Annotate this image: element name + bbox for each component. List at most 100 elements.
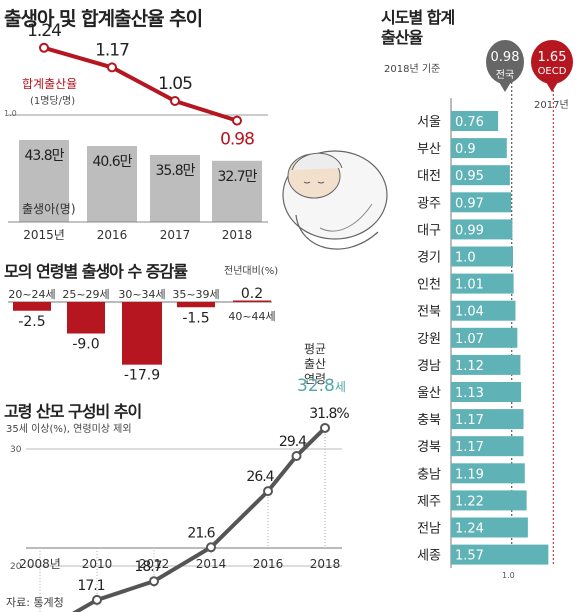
age-group-label: 35~39세 [172, 288, 219, 301]
rate-reference-label: 1.0 [4, 109, 17, 118]
oecd-value: 1.65 [537, 50, 567, 65]
age-change-bar [233, 300, 271, 302]
region-bar [451, 138, 507, 159]
age-change-value: -2.5 [18, 314, 45, 330]
region-bar [451, 219, 513, 240]
oecd-badge-pointer [546, 82, 558, 92]
region-name: 서울 [417, 115, 441, 130]
births-bar [19, 140, 69, 222]
rate-line [43, 45, 238, 123]
region-bar [451, 436, 524, 457]
region-name: 충북 [417, 413, 441, 428]
older-y-tick: 30 [10, 445, 22, 455]
age-group-label: 30~34세 [118, 288, 165, 301]
age-group-label: 25~29세 [62, 288, 109, 301]
older-value-label: 21.6 [187, 525, 215, 541]
national-badge [486, 40, 524, 84]
region-value: 1.19 [455, 467, 484, 482]
older-y-tick: 20 [10, 562, 22, 572]
age-change-bar [177, 302, 215, 308]
section2-title: 모의 연령별 출생아 수 증감률 [4, 262, 188, 281]
region-bar [451, 273, 514, 294]
region-value: 1.17 [455, 413, 484, 428]
region-name: 전북 [417, 305, 441, 320]
region-name: 울산 [417, 386, 441, 401]
rate-point [39, 42, 49, 53]
rate-value-label: 0.98 [220, 130, 254, 150]
section4-basis: 2018년 기준 [384, 64, 441, 75]
age-change-value: -1.5 [182, 310, 209, 326]
region-value: 0.9 [455, 142, 476, 157]
rate-value-label: 1.05 [158, 74, 192, 94]
older-point [149, 576, 159, 587]
avg-age-label: 평균 출산연령 [303, 342, 327, 386]
region-name: 대구 [417, 223, 441, 238]
region-name: 인천 [417, 278, 441, 293]
region-value: 0.99 [455, 223, 484, 238]
older-value-label: 26.4 [246, 469, 274, 485]
age-change-bar [67, 302, 105, 334]
region-name: 세종 [417, 549, 441, 564]
section4-title: 시도별 합계출산율 [381, 8, 455, 47]
region-value: 1.01 [455, 278, 484, 293]
region-bar [451, 246, 513, 267]
region-name: 전남 [417, 522, 441, 537]
rate-point [170, 96, 180, 106]
national-value: 0.98 [490, 50, 520, 65]
region-value: 1.0 [455, 251, 476, 266]
region-bar [451, 165, 510, 186]
region-value: 0.97 [455, 196, 484, 211]
region-bar [451, 409, 524, 430]
region-name: 강원 [417, 332, 441, 347]
older-point [206, 542, 216, 553]
region-value: 1.17 [455, 440, 484, 455]
oecd-badge [531, 40, 573, 84]
oecd-label: OECD [537, 66, 567, 77]
age-change-value: -9.0 [72, 337, 99, 353]
year-tick-label: 2017 [160, 228, 191, 242]
older-x-tick: 2014 [196, 557, 227, 571]
age-change-bar [13, 302, 51, 311]
region-bar [451, 300, 516, 321]
rate-value-label: 1.24 [27, 21, 61, 41]
rate-value-label: 1.17 [95, 40, 129, 60]
region-rate-chart: 서울 0.76 부산 0.9 대전 0.95 광주 0.97 대구 0.99 경기 1.0 인천 1.01… [417, 40, 573, 568]
region-name: 대전 [417, 169, 441, 184]
region-value: 1.22 [455, 494, 484, 509]
region-name: 제주 [417, 494, 441, 509]
age-change-value: -17.9 [124, 368, 160, 384]
region-value: 0.95 [455, 169, 484, 184]
national-badge-pointer [499, 82, 511, 92]
older-x-tick: 2018 [310, 557, 341, 571]
region-value: 1.13 [455, 386, 484, 401]
older-point [92, 594, 102, 605]
region-bar [451, 111, 499, 131]
year-tick-label: 2018 [222, 228, 253, 242]
oecd-year: 2017년 [534, 100, 569, 111]
region-axis-label: 1.0 [502, 571, 515, 580]
older-x-tick: 2008년 [19, 557, 61, 571]
region-bar [451, 327, 518, 348]
older-mother-chart: 20 30 2008년 2010 2012 2014 2016 2018 14.3 17.1 18.… [10, 406, 350, 612]
region-name: 광주 [417, 196, 441, 211]
region-value: 1.07 [455, 332, 484, 347]
births-bar [150, 154, 200, 222]
rate-unit: (1명당/명) [30, 96, 76, 107]
region-bar [451, 490, 527, 511]
region-bar [451, 517, 528, 538]
age-group-label: 40~44세 [228, 310, 275, 323]
age-change-value: 0.2 [241, 286, 263, 302]
rate-series-label: 합계출산율 [22, 77, 78, 91]
births-value-label: 32.7만 [217, 169, 257, 185]
section3-title: 고령 산모 구성비 추이 [4, 402, 142, 421]
older-value-label: 18.7 [134, 559, 161, 575]
rate-point [107, 62, 117, 73]
region-name: 경북 [417, 440, 441, 455]
births-value-label: 43.8만 [24, 148, 64, 164]
births-series-label: 출생아(명) [22, 202, 76, 216]
older-point [263, 486, 273, 497]
older-value-label: 14.3 [12, 611, 39, 612]
region-value: 1.57 [455, 549, 484, 564]
older-point [320, 422, 330, 433]
